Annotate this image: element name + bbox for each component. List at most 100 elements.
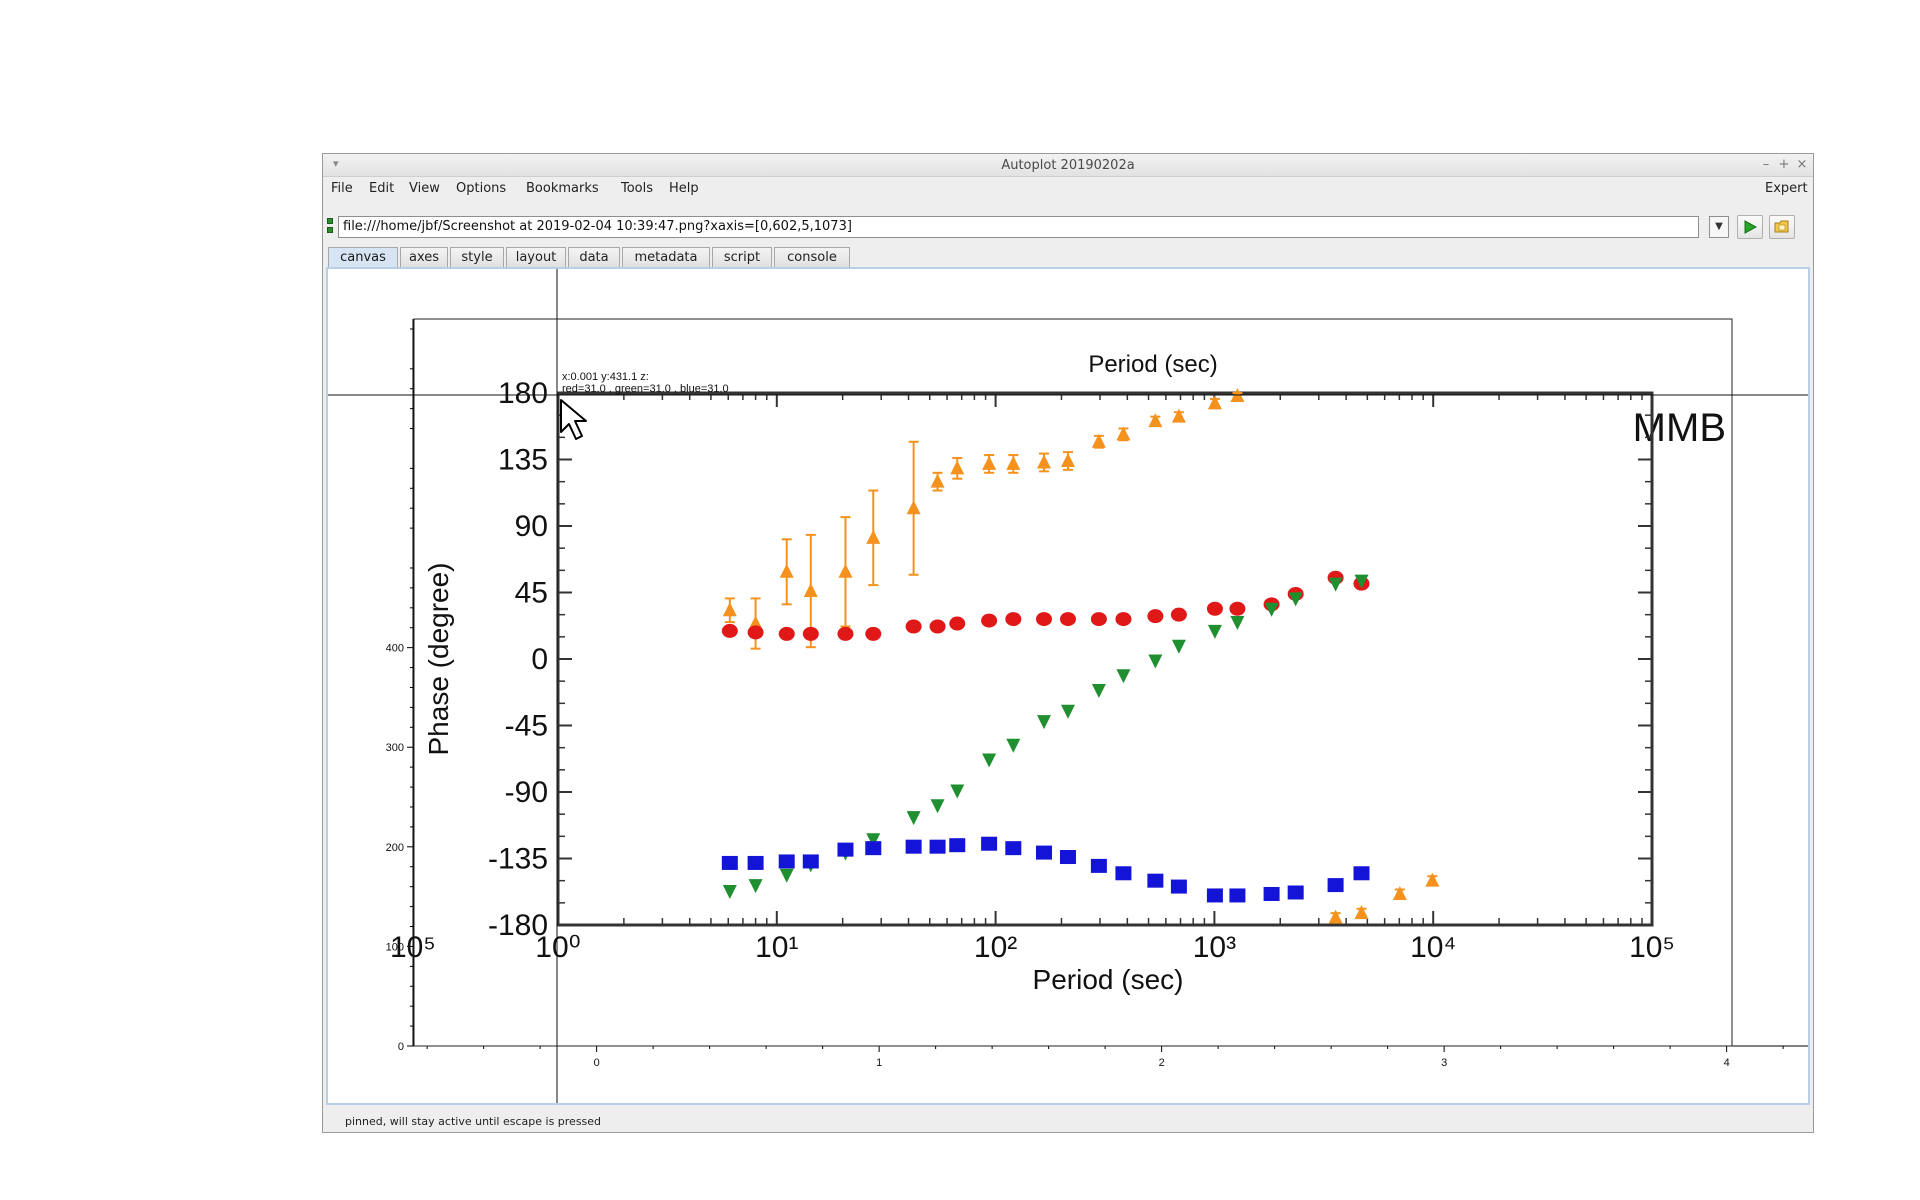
crosshair: x:0.001 y:431.1 z: red=31.0 , green=31.0… [328, 269, 1808, 1103]
data-point [803, 583, 818, 598]
data-point [1116, 426, 1131, 441]
data-point [779, 868, 794, 883]
menu-options[interactable]: Options [456, 181, 507, 196]
inner-y-tick-label: -180 [488, 909, 548, 942]
menu-help[interactable]: Help [669, 181, 699, 196]
window-menu-icon[interactable]: ▾ [333, 157, 339, 170]
data-point [1328, 577, 1343, 592]
data-point [1035, 612, 1052, 627]
go-button[interactable] [1737, 215, 1763, 239]
data-point [949, 838, 966, 853]
inner-y-tick-label: 90 [515, 510, 548, 543]
menu-bar: File Edit View Options Bookmarks Tools H… [323, 178, 1813, 200]
title-bar[interactable]: ▾ Autoplot 20190202a – + × [323, 154, 1813, 177]
data-point [1207, 395, 1222, 410]
plot-canvas[interactable]: 0 100 200 300 400 0 1 2 3 45 Period (sec) MMB 18… [326, 267, 1920, 1105]
data-point [1005, 612, 1022, 627]
data-point [949, 616, 966, 631]
data-point [929, 619, 946, 634]
data-point [721, 855, 738, 870]
data-point [778, 854, 795, 869]
series-blue [721, 836, 1370, 903]
tab-console[interactable]: console [774, 247, 850, 267]
inner-x-tick-label: 10¹ [755, 931, 798, 964]
data-point [1059, 612, 1076, 627]
data-point [1170, 879, 1187, 894]
folder-icon [1774, 220, 1789, 233]
browse-button[interactable] [1769, 215, 1795, 239]
top-period-label: Period (sec) [1088, 351, 1217, 378]
window-title: Autoplot 20190202a [1001, 158, 1135, 173]
inner-x-tick-label: 10⁴ [1410, 931, 1456, 964]
outer-x-tick-label: 4 [1724, 1057, 1730, 1069]
data-source-status-icon [327, 218, 333, 236]
data-point [1425, 872, 1440, 887]
status-message: pinned, will stay active until escape is… [345, 1115, 602, 1128]
data-point [778, 626, 795, 641]
series-orange [722, 387, 1440, 924]
data-point [838, 563, 853, 578]
data-point [747, 625, 764, 640]
data-point [802, 854, 819, 869]
data-point [905, 839, 922, 854]
plot-svg[interactable]: 0 100 200 300 400 0 1 2 3 45 Period (sec) MMB 18… [328, 269, 1920, 1103]
data-point [722, 885, 737, 900]
data-point [1206, 601, 1223, 616]
tab-canvas[interactable]: canvas [328, 247, 398, 267]
crosshair-readout-rgb: red=31.0 , green=31.0 , blue=31.0 [562, 383, 729, 395]
data-point [1207, 624, 1222, 639]
outer-x-tick-label: 2 [1159, 1057, 1165, 1069]
mouse-cursor-icon [560, 399, 587, 440]
data-point [866, 833, 881, 848]
tab-script[interactable]: script [712, 247, 772, 267]
menu-view[interactable]: View [409, 181, 440, 196]
tab-style[interactable]: style [450, 247, 504, 267]
inner-y-tick-label: -135 [488, 843, 548, 876]
minimize-icon[interactable]: – [1762, 157, 1770, 172]
data-point [1229, 888, 1246, 903]
inner-y-tick-label: -90 [505, 776, 548, 809]
address-bar: file:///home/jbf/Screenshot at 2019-02-0… [323, 212, 1813, 240]
data-point [837, 842, 854, 857]
data-point [1170, 607, 1187, 622]
data-point [905, 619, 922, 634]
tab-metadata[interactable]: metadata [622, 247, 710, 267]
outer-x-tick-label: 1 [876, 1057, 882, 1069]
inner-y-tick-label: -45 [505, 710, 548, 743]
data-point [1115, 866, 1132, 881]
menu-edit[interactable]: Edit [369, 181, 395, 196]
data-point [1354, 574, 1369, 589]
data-point [1263, 886, 1280, 901]
data-point [981, 836, 998, 851]
outer-x-tick-label: 0 [594, 1057, 600, 1069]
close-icon[interactable]: × [1796, 157, 1808, 172]
inner-y-tick-label: 0 [531, 643, 548, 676]
expert-menu[interactable]: Expert [1765, 181, 1808, 196]
data-point [982, 455, 997, 470]
data-point [981, 613, 998, 628]
data-point [1091, 684, 1106, 699]
data-point [1206, 888, 1223, 903]
menu-file[interactable]: File [331, 181, 353, 196]
tab-axes[interactable]: axes [400, 247, 448, 267]
maximize-icon[interactable]: + [1778, 157, 1790, 172]
data-point [930, 799, 945, 814]
inner-chart: Period (sec) MMB 180 135 90 45 0 -45 -90 -135 -1… [390, 351, 1726, 995]
tab-data[interactable]: data [568, 247, 620, 267]
menu-bookmarks[interactable]: Bookmarks [526, 181, 599, 196]
data-point [802, 626, 819, 641]
url-input[interactable]: file:///home/jbf/Screenshot at 2019-02-0… [338, 216, 1699, 238]
panel-title: MMB [1633, 406, 1726, 450]
data-point [865, 841, 882, 856]
data-point [1090, 612, 1107, 627]
data-point [1353, 866, 1370, 881]
tab-layout[interactable]: layout [506, 247, 566, 267]
data-point [1288, 592, 1303, 607]
inner-x-tick-label: 10⁰ [535, 931, 580, 964]
data-point [950, 784, 965, 799]
data-point [982, 753, 997, 768]
outer-y-tick-label: 400 [386, 643, 404, 655]
menu-tools[interactable]: Tools [621, 181, 654, 196]
data-point [747, 855, 764, 870]
url-history-dropdown[interactable]: ▼ [1709, 216, 1729, 238]
